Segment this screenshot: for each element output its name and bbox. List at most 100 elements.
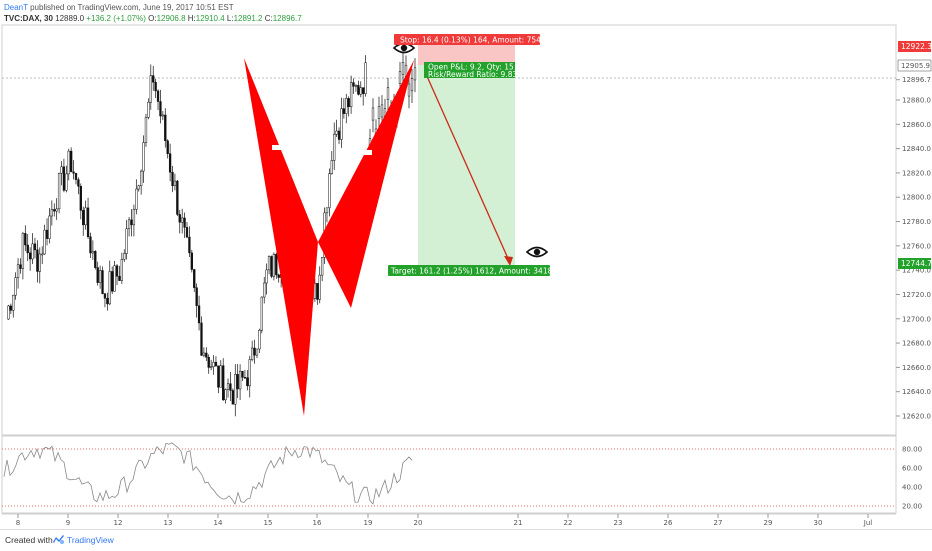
candle-body [89, 236, 92, 254]
projection-arrowhead [504, 256, 513, 266]
published-text: published on TradingView.com, June 19, 2… [30, 3, 234, 12]
candle-body [176, 180, 179, 215]
y-tick-label: 12620.0 [902, 413, 931, 421]
candle-body [161, 114, 165, 117]
candle-body [12, 294, 15, 311]
candle-body [407, 83, 411, 97]
stop-price-value: 12922.3 [901, 42, 932, 51]
candle-body [253, 347, 256, 356]
candle-body [108, 271, 111, 305]
candle-body [219, 365, 222, 388]
candle-body [217, 365, 220, 388]
candle-body [79, 185, 82, 211]
y-tick-label: 12640.0 [902, 388, 931, 396]
candle-body [135, 188, 138, 210]
candle-body [333, 134, 336, 161]
x-tick-label: 16 [313, 519, 322, 527]
candle-body [316, 283, 319, 300]
candle-body [267, 256, 271, 271]
candle-body [229, 383, 232, 391]
candle-body [212, 361, 215, 368]
candle-body [21, 233, 25, 269]
x-tick-label: 9 [66, 519, 70, 527]
candle-body [98, 270, 102, 283]
candle-body [41, 253, 44, 256]
x-tick-label: 15 [264, 519, 273, 527]
candle-body [123, 253, 126, 260]
candle-body [9, 305, 12, 311]
x-tick-label: 22 [564, 519, 573, 527]
candle-body [320, 257, 324, 276]
x-tick-label: 23 [614, 519, 623, 527]
candle-body [7, 305, 10, 320]
pattern-gap-right [358, 150, 372, 155]
candle-body [118, 275, 121, 281]
current-price-value: 12905.9 [901, 62, 930, 70]
candle-body [364, 62, 367, 94]
tradingview-logo-icon[interactable] [52, 533, 65, 545]
candle-body [209, 366, 213, 369]
candle-body [72, 171, 75, 174]
candle-body [31, 243, 34, 260]
symbol-label: TVC:DAX, 30 [4, 14, 53, 23]
oscillator-axis: 20.00 40.00 60.00 80.00 [902, 446, 922, 511]
pattern-wing-xab [244, 58, 318, 416]
osc-tick-label: 40.00 [902, 484, 922, 492]
candle-body [243, 377, 247, 379]
candle-body [270, 256, 273, 277]
candle-body [357, 85, 360, 95]
chart-canvas[interactable]: 12620.0 12640.0 12660.0 12680.0 12700.0 12720… [0, 0, 932, 529]
y-tick-label: 12760.0 [902, 242, 931, 250]
candle-body [386, 87, 390, 100]
candle-body [377, 106, 381, 119]
candle-body [181, 217, 184, 223]
candle-body [272, 253, 276, 277]
candle-body [202, 352, 206, 356]
candle-body [265, 269, 268, 284]
candle-body [57, 172, 61, 210]
tradingview-brand[interactable]: TradingView [67, 535, 114, 545]
y-tick-label: 12680.0 [902, 340, 931, 348]
y-tick-label: 12880.0 [902, 97, 931, 105]
eye-icon[interactable] [525, 246, 549, 258]
x-tick-label: 29 [764, 519, 773, 527]
candle-body [50, 209, 54, 217]
x-tick-label: 19 [364, 519, 373, 527]
candle-body [260, 296, 263, 331]
candle-body [48, 215, 51, 239]
candle-body [236, 374, 239, 390]
candle-body [207, 356, 210, 368]
candle-body [255, 348, 259, 356]
candle-body [115, 265, 119, 277]
current-price-tag [897, 59, 932, 72]
y-tick-label: 12896.7 [902, 76, 931, 84]
candle-body [65, 173, 68, 191]
candle-body [200, 322, 203, 356]
author-link[interactable]: DeanT [4, 3, 28, 12]
candle-body [342, 108, 346, 114]
candle-body [354, 85, 358, 87]
last-price: 12889.0 [55, 14, 85, 23]
candle-body [401, 61, 405, 75]
y-tick-label: 12860.0 [902, 121, 931, 129]
candle-body [410, 78, 414, 92]
candle-body [120, 258, 123, 281]
y-tick-label: 12720.0 [902, 291, 931, 299]
candle-body [362, 87, 365, 94]
osc-tick-label: 20.00 [902, 503, 922, 511]
candle-body [33, 243, 37, 251]
candle-body [258, 329, 261, 350]
candle-body [77, 179, 80, 187]
candle-body [84, 207, 87, 226]
candle-body [234, 374, 237, 405]
candle-body [183, 217, 186, 228]
osc-tick-label: 80.00 [902, 446, 922, 454]
publish-line: DeanT published on TradingView.com, June… [4, 3, 234, 12]
candle-body [144, 117, 148, 143]
oscillator-pane [1, 435, 897, 514]
candle-body [185, 227, 189, 238]
candle-body [53, 209, 56, 212]
candle-body [171, 171, 174, 186]
high-label: H: [187, 14, 196, 23]
candle-body [214, 361, 218, 367]
